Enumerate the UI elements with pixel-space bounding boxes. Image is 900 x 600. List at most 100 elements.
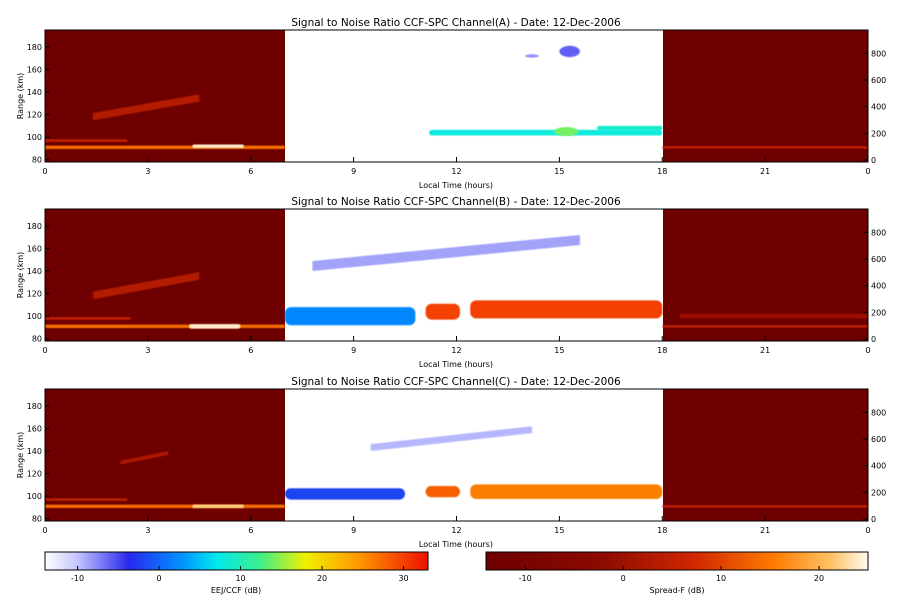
heatmap-segments <box>45 209 868 341</box>
x-tick-label: 12 <box>451 346 461 355</box>
x-tick-label: 18 <box>657 346 667 355</box>
y-tick-label: 80 <box>32 335 42 344</box>
echo-layer <box>45 139 128 142</box>
x-axis-label: Local Time (hours) <box>419 360 493 369</box>
bottom-axis: 0 3 6 9 12 15 18 21 0 <box>42 516 871 535</box>
panel-channel-a: Signal to Noise Ratio CCF-SPC Channel(A)… <box>16 17 886 190</box>
y-axis-label: Range (km) <box>16 432 25 479</box>
right-tick-label: 200 <box>871 129 886 138</box>
right-tick-label: 800 <box>871 228 886 237</box>
x-tick-label: 0 <box>42 167 47 176</box>
x-tick-label: 15 <box>554 526 564 535</box>
echo-layer <box>45 498 128 501</box>
left-axis: 80 100 120 140 160 180 <box>27 402 50 524</box>
colorbar-tick-label: -10 <box>71 574 84 583</box>
heatmap-segments <box>45 30 868 162</box>
y-tick-label: 160 <box>27 424 42 433</box>
x-axis-label: Local Time (hours) <box>419 181 493 190</box>
x-tick-label: 21 <box>760 346 770 355</box>
colorbar-label: Spread-F (dB) <box>649 586 704 595</box>
echo-band <box>93 94 200 121</box>
panel-channel-c: Signal to Noise Ratio CCF-SPC Channel(C)… <box>16 376 886 549</box>
x-tick-label: 3 <box>145 526 150 535</box>
eej-segment-day <box>285 30 663 162</box>
echo-band <box>120 451 169 465</box>
x-tick-label: 15 <box>554 346 564 355</box>
right-tick-label: 800 <box>871 49 886 58</box>
echo-layer <box>192 504 244 509</box>
echo-band <box>93 272 200 300</box>
y-tick-label: 140 <box>27 447 42 456</box>
colorbar-ticks: -10 0 10 20 <box>519 566 824 583</box>
colorbar-tick-label: 20 <box>814 574 824 583</box>
echo-layer <box>425 303 460 320</box>
echo-band <box>312 234 580 272</box>
x-tick-label: 3 <box>145 346 150 355</box>
right-tick-label: 400 <box>871 282 886 291</box>
spread-segment-evening <box>663 389 868 521</box>
x-tick-label: 3 <box>145 167 150 176</box>
colorbar-label: EEJ/CCF (dB) <box>211 586 261 595</box>
left-axis: 80 100 120 140 160 180 <box>27 222 50 344</box>
echo-layer <box>285 488 406 500</box>
y-tick-label: 120 <box>27 290 42 299</box>
y-tick-label: 140 <box>27 88 42 97</box>
echo-layer <box>470 300 663 319</box>
echo-blob <box>554 127 579 137</box>
echo-band <box>370 426 532 452</box>
echo-blob <box>525 54 539 58</box>
spread-segment-evening <box>663 209 868 341</box>
spread-segment-night <box>45 209 285 341</box>
x-tick-label: 0 <box>865 346 870 355</box>
y-tick-label: 120 <box>27 111 42 120</box>
colorbar-tick-label: 10 <box>235 574 245 583</box>
echo-layer <box>45 145 286 150</box>
heatmap-features <box>45 234 868 329</box>
right-tick-label: 600 <box>871 255 886 264</box>
heatmap-features <box>45 45 868 150</box>
y-tick-label: 180 <box>27 222 42 231</box>
echo-layer <box>45 317 131 320</box>
colorbar-tick-label: 30 <box>398 574 408 583</box>
echo-layer <box>597 125 663 131</box>
right-axis: 0 200 400 600 800 <box>863 408 886 524</box>
x-tick-label: 0 <box>42 526 47 535</box>
colorbar-spread: -10 0 10 20 Spread-F (dB) <box>485 551 869 595</box>
x-tick-label: 0 <box>865 167 870 176</box>
x-tick-label: 0 <box>865 526 870 535</box>
echo-layer <box>662 325 868 328</box>
right-tick-label: 200 <box>871 308 886 317</box>
x-tick-label: 9 <box>351 167 356 176</box>
panel-title: Signal to Noise Ratio CCF-SPC Channel(C)… <box>291 376 621 388</box>
x-tick-label: 0 <box>42 346 47 355</box>
right-tick-label: 600 <box>871 435 886 444</box>
y-tick-label: 80 <box>32 515 42 524</box>
y-tick-label: 180 <box>27 43 42 52</box>
y-tick-label: 180 <box>27 402 42 411</box>
right-axis: 0 200 400 600 800 <box>863 228 886 344</box>
x-tick-label: 21 <box>760 526 770 535</box>
heatmap-features <box>45 426 868 509</box>
left-axis: 80 100 120 140 160 180 <box>27 43 50 165</box>
panel-title: Signal to Noise Ratio CCF-SPC Channel(A)… <box>291 17 621 29</box>
x-axis-label: Local Time (hours) <box>419 540 493 549</box>
y-tick-label: 120 <box>27 470 42 479</box>
y-tick-label: 160 <box>27 65 42 74</box>
echo-layer <box>45 324 286 329</box>
echo-layer <box>189 324 241 329</box>
eej-segment-day <box>285 389 663 521</box>
y-tick-label: 80 <box>32 156 42 165</box>
panel-title: Signal to Noise Ratio CCF-SPC Channel(B)… <box>291 196 621 208</box>
right-tick-label: 400 <box>871 462 886 471</box>
x-tick-label: 9 <box>351 526 356 535</box>
colorbar-tick-label: 0 <box>157 574 162 583</box>
right-axis: 0 200 400 600 800 <box>863 49 886 165</box>
colorbar-tick-label: -10 <box>519 574 532 583</box>
x-tick-label: 6 <box>248 346 253 355</box>
y-tick-label: 100 <box>27 492 42 501</box>
panel-channel-b: Signal to Noise Ratio CCF-SPC Channel(B)… <box>16 196 886 369</box>
echo-layer <box>662 146 868 149</box>
x-tick-label: 21 <box>760 167 770 176</box>
colorbar-swatch <box>44 551 429 571</box>
colorbar-tick-label: 10 <box>716 574 726 583</box>
